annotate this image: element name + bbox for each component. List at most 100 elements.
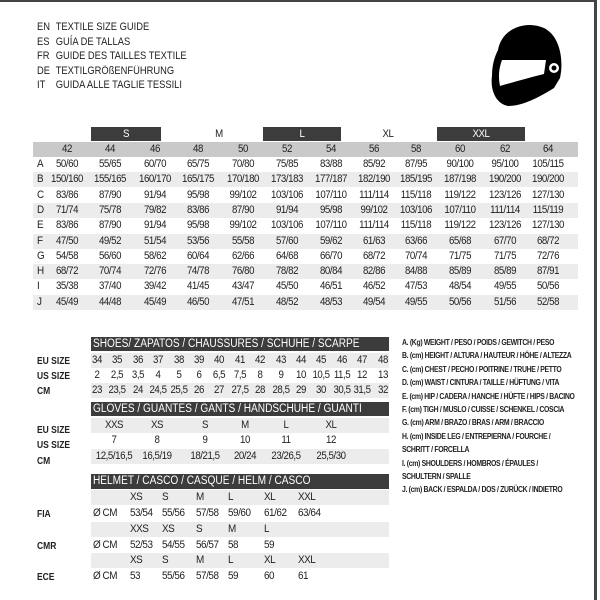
shoe-size-cell: 37 [153,354,164,366]
measurement-cell: 46/50 [186,295,210,308]
measurement-cell: 74/78 [186,265,210,278]
title-en: EN TEXTILE SIZE GUIDE [37,21,150,33]
size-row-stripe [91,490,389,505]
measurement-cell: 50/56 [536,280,560,293]
measurement-cell: 70/80 [231,158,255,170]
helmet-size-cm: 55/56 [162,507,185,519]
helmet-size-cm: 53 [130,570,141,582]
measurement-cell: 71/75 [448,249,472,262]
row-letter: E [37,219,44,232]
helmet-size-cm: 58 [228,538,239,551]
row-letter: G [37,249,45,262]
helmet-size-cm: 56/57 [196,538,219,551]
glove-size-cell: XL [325,419,337,431]
measurement-cell: 71/74 [55,203,79,216]
helmet-size-cm: 59/60 [228,507,251,519]
measurement-cell: 99/102 [229,188,257,201]
helmet-size-cm: 53/54 [130,507,153,519]
measurement-cell: 87/90 [98,188,122,201]
glove-size-cell: 20/24 [233,450,257,462]
helmet-size-label: M [196,491,204,503]
shoe-size-cell: 43 [275,354,286,366]
measurement-cell: 65/75 [186,158,210,170]
measurement-cell: 53/56 [186,234,210,247]
helmet-icon [491,24,562,106]
shoe-size-cell: 10 [296,369,306,381]
title-fr: FR GUIDE DES TAILLES TEXTILE [37,50,187,62]
measurement-cell: 70/74 [404,249,428,262]
measurement-cell: 59/62 [319,234,343,247]
measurement-cell: 43/47 [231,280,255,293]
helmet-size-label: L [264,522,270,535]
helmet-size-label: XS [162,522,175,535]
measurement-cell: 83/88 [319,158,343,170]
measurement-cell: 90/100 [446,158,474,170]
measurement-cell: 61/63 [362,234,386,247]
helmet-size-cm: 57/58 [196,507,219,519]
shoe-size-cell: 6,5 [213,369,226,381]
legend-line: J. (cm) BACK / ESPALDA / DOS / ZURÜCK / … [402,484,563,495]
size-number: 42 [62,143,72,155]
measurement-cell: 85/89 [448,265,472,278]
shoes-title: SHOES/ ZAPATOS / CHAUSSURES / SCHUHE / S… [93,338,360,350]
shoe-size-cell: 13 [377,369,388,381]
shoe-size-cell: 38 [173,354,184,366]
helmet-size-label: M [196,554,204,566]
measurement-cell: 85/92 [362,158,386,170]
measurement-cell: 48/52 [275,295,299,308]
row-stripe [33,233,578,249]
size-number: 46 [150,143,160,155]
measurement-cell: 150/160 [51,173,83,186]
size-number: 54 [326,143,336,155]
measurement-cell: 52/58 [536,295,560,308]
measurement-cell: 54/58 [55,249,79,262]
row-stripe [33,294,578,310]
measurement-cell: 45/49 [143,295,167,308]
measurement-cell: 127/130 [532,219,564,232]
glove-size-cell: 16,5/19 [142,450,172,462]
measurement-cell: 85/89 [493,265,517,278]
measurement-cell: 78/82 [275,265,299,278]
measurement-cell: 82/86 [362,265,386,278]
measurement-cell: 65/68 [448,234,472,247]
unit-label: Ø CM [93,570,118,582]
measurement-cell: 63/66 [404,234,428,247]
row-stripe [33,172,578,188]
row-label: CM [37,456,51,467]
row-letter: F [37,234,43,247]
size-number: 44 [105,143,115,155]
helmet-size-cm: 59 [228,570,239,582]
shoe-size-cell: 27 [214,384,225,396]
shoe-size-cell: 34 [92,354,102,366]
legend-line: F. (cm) TIGH / MUSLO / CUISSE / SCHENKEL… [402,404,565,415]
measurement-cell: 107/110 [315,188,347,201]
measurement-cell: 55/65 [98,158,122,170]
row-label: CM [37,386,51,397]
measurement-cell: 103/106 [400,203,432,216]
shoe-size-cell: 6 [196,369,202,381]
shoe-size-cell: 28,5 [272,384,290,396]
measurement-cell: 55/58 [231,234,255,247]
glove-size-cell: 7 [111,434,117,446]
shoe-size-cell: 27,5 [231,384,249,396]
standard-label: CMR [37,540,57,552]
row-letter: I [37,280,40,293]
helmet-title: HELMET / CASCO / CASQUE / HELM / CASCO [93,475,311,487]
size-group-label: XL [382,128,394,140]
measurement-cell: 160/170 [139,173,171,186]
size-group-band [437,127,525,141]
glove-size-cell: M [241,419,249,431]
shoe-size-cell: 29 [296,384,306,396]
size-group-band [263,127,341,141]
measurement-cell: 87/90 [98,219,122,232]
row-stripe [33,264,578,280]
shoe-size-cell: 30,5 [333,384,351,396]
measurement-cell: 111/114 [490,203,520,216]
glove-size-cell: 10 [240,434,250,446]
row-label: EU SIZE [37,425,71,436]
size-group-band [161,127,254,141]
shoe-size-cell: 32 [377,384,388,396]
helmet-header: HELMET / CASCO / CASQUE / HELM / CASCO [91,474,389,489]
helmet-size-label: M [228,522,236,535]
glove-size-cell: 9 [202,434,208,446]
